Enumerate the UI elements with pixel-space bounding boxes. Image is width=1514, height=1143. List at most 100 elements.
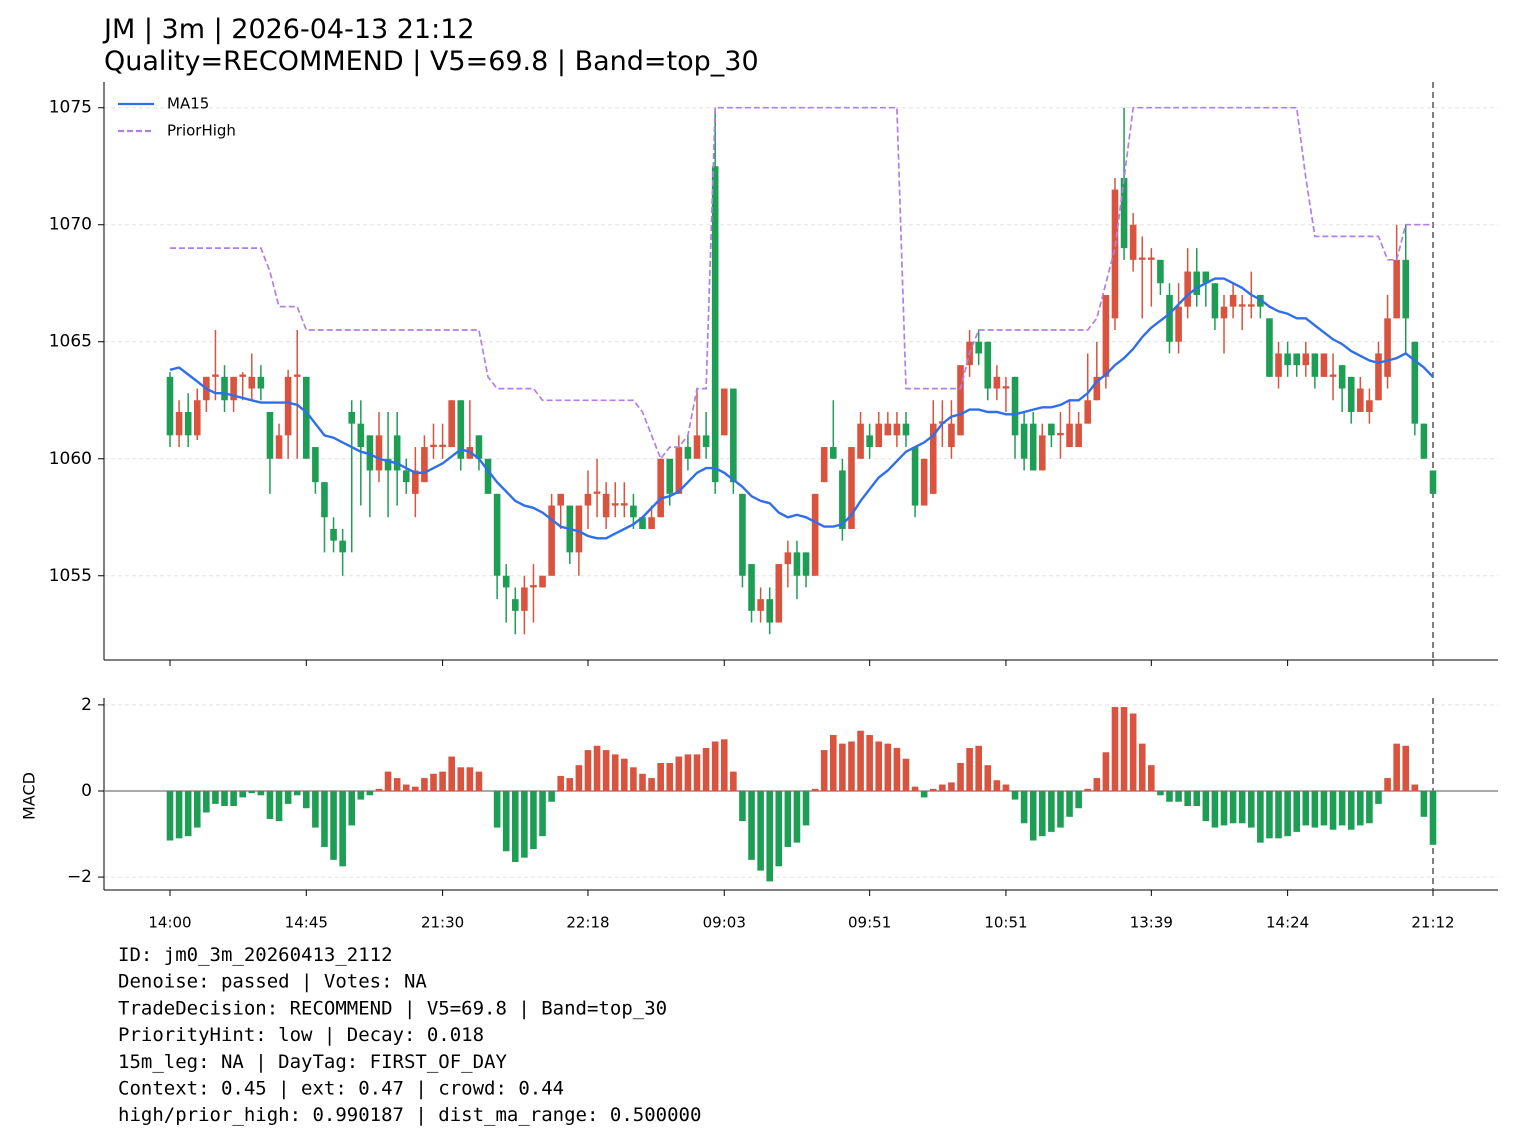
bar <box>1275 790 1282 839</box>
bar <box>766 790 773 882</box>
candle-body <box>602 493 610 518</box>
bar <box>1093 778 1101 791</box>
bar <box>321 790 328 847</box>
y-axis-label: MACD <box>20 772 39 820</box>
bar <box>475 771 483 791</box>
candle-body <box>1429 470 1437 494</box>
candle-body <box>1075 423 1082 448</box>
x-tick-label: 14:00 <box>148 914 191 932</box>
candle-body <box>657 458 664 518</box>
candle-body <box>857 423 864 459</box>
candle-body <box>848 447 855 529</box>
candle-body <box>611 503 619 506</box>
candle-body <box>1347 376 1355 412</box>
bar <box>1002 784 1010 791</box>
bar <box>1020 790 1028 824</box>
bar <box>1366 790 1373 824</box>
candle-body <box>193 400 201 436</box>
bar <box>1347 790 1355 830</box>
y-tick-label: 1055 <box>49 566 92 586</box>
candle-body <box>402 470 410 483</box>
bar <box>1129 713 1137 791</box>
candle-body <box>1057 433 1064 436</box>
candle-body <box>920 458 928 506</box>
bar <box>493 790 501 828</box>
bar <box>1102 752 1110 791</box>
bar <box>993 780 1001 791</box>
bar <box>221 790 228 807</box>
bar <box>966 747 973 791</box>
bar <box>1138 743 1146 791</box>
x-tick-label: 21:30 <box>421 914 464 932</box>
bar <box>1329 790 1337 830</box>
x-tick-label: 21:12 <box>1411 914 1454 932</box>
candle-body <box>502 575 510 588</box>
info-line: TradeDecision: RECOMMEND | V5=69.8 | Ban… <box>118 997 667 1019</box>
candle-body <box>248 376 256 389</box>
y-tick-label: 0 <box>81 781 92 801</box>
candle-body <box>1266 318 1273 377</box>
candle-body <box>866 435 873 448</box>
candle-body <box>902 423 910 436</box>
bar <box>1029 790 1037 841</box>
bar <box>739 790 746 822</box>
y-tick-label: 1060 <box>49 449 92 469</box>
candle-body <box>1002 386 1010 389</box>
bar <box>330 790 337 860</box>
candle-body <box>1066 423 1073 448</box>
candle-body <box>775 564 783 623</box>
candle-body <box>1157 259 1164 284</box>
bar <box>948 782 955 791</box>
chart-title: JM | 3m | 2026-04-13 21:12 <box>102 14 475 45</box>
bar <box>312 790 319 828</box>
bar <box>230 790 237 807</box>
bar <box>530 790 537 850</box>
info-line: high/prior_high: 0.990187 | dist_ma_rang… <box>118 1104 701 1126</box>
bar <box>402 784 410 791</box>
bar <box>802 790 810 826</box>
bar <box>1247 790 1255 828</box>
bar <box>657 763 664 791</box>
candle-body <box>621 503 628 506</box>
bar <box>784 790 792 847</box>
bar <box>757 790 764 871</box>
candle-body <box>257 376 265 389</box>
candle-body <box>312 447 319 483</box>
candle-body <box>1284 353 1291 366</box>
candle-body <box>1102 294 1110 377</box>
y-tick-label: 1070 <box>49 215 92 235</box>
candle-body <box>893 423 901 436</box>
candle-body <box>393 435 401 471</box>
bar <box>602 750 610 791</box>
info-line: Context: 0.45 | ext: 0.47 | crowd: 0.44 <box>118 1078 564 1100</box>
candle-body <box>1193 271 1201 295</box>
candle-body <box>720 388 728 436</box>
candle-body <box>675 447 683 494</box>
bar <box>448 756 455 791</box>
y-tick-label: 1065 <box>49 332 92 352</box>
candle-body <box>484 458 492 494</box>
bar <box>203 790 210 813</box>
bar <box>384 771 392 791</box>
bar <box>584 750 592 791</box>
bar <box>1084 788 1092 791</box>
candle-body <box>475 435 483 459</box>
bar <box>957 763 964 791</box>
candle-body <box>1357 388 1364 412</box>
bar <box>275 790 283 822</box>
bar <box>575 765 583 791</box>
bar <box>1411 784 1419 791</box>
candle-body <box>975 341 982 354</box>
candle-body <box>412 470 419 494</box>
bar <box>239 790 246 798</box>
bar <box>1293 790 1301 832</box>
bar <box>1429 790 1437 845</box>
candle-body <box>1238 304 1246 307</box>
bar <box>939 784 946 791</box>
candle-body <box>1311 353 1319 377</box>
candle-body <box>1384 318 1391 377</box>
candle-body <box>439 444 446 448</box>
info-line: 15m_leg: NA | DayTag: FIRST_OF_DAY <box>118 1051 507 1073</box>
legend-label: PriorHigh <box>167 122 236 140</box>
bar <box>1038 790 1046 837</box>
